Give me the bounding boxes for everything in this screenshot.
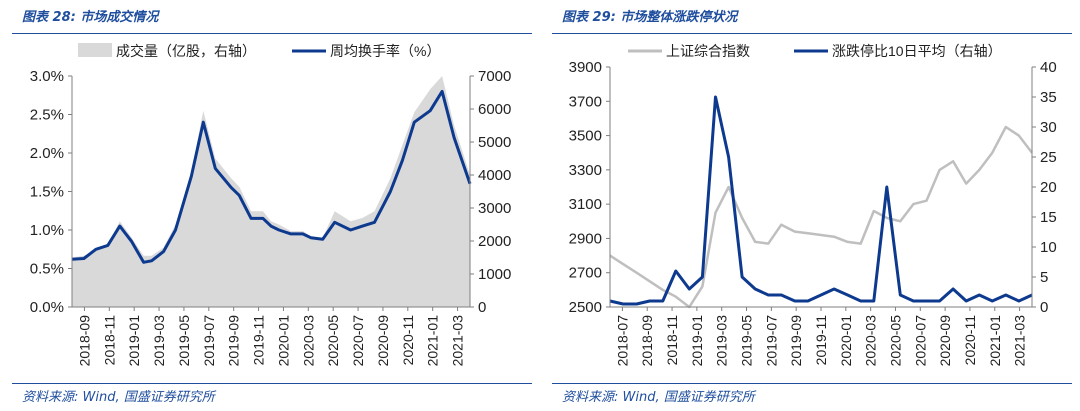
y-right-tick-label: 30 — [1040, 119, 1057, 136]
x-tick-label: 2020-11 — [400, 315, 416, 366]
x-tick-label: 2018-09 — [76, 315, 92, 367]
y-right-tick-label: 5000 — [478, 134, 511, 151]
y-left-tick-label: 3700 — [569, 93, 602, 110]
x-tick-label: 2019-01 — [689, 315, 705, 367]
source-note: 资料来源: Wind, 国盛证券研究所 — [22, 390, 215, 405]
title-rule — [12, 33, 532, 34]
figure-left: 图表 28: 市场成交情况 0.0% 0.5% 1.0% 1.5% 2.0% 2.5% 3.… — [12, 10, 532, 405]
x-tick-label: 2018-07 — [614, 315, 630, 367]
x-tick-label: 2018-09 — [639, 315, 655, 367]
y-left-tick-label: 2500 — [569, 299, 602, 316]
y-right-tick-label: 10 — [1040, 239, 1057, 256]
source-rule — [12, 383, 532, 384]
x-tick-label: 2020-07 — [912, 315, 928, 367]
x-tick-label: 2019-09 — [788, 315, 804, 367]
y-right-tick-label: 40 — [1040, 59, 1057, 76]
figure-title: 图表 29: 市场整体涨跌停状况 — [562, 10, 738, 25]
source-rule — [552, 383, 1072, 384]
turnover-chart: 0.0% 0.5% 1.0% 1.5% 2.0% 2.5% 3.0% 0 1000 2000 300… — [30, 43, 511, 367]
y-right-tick-label: 0 — [478, 299, 486, 316]
x-tick-label: 2019-09 — [226, 315, 242, 367]
y-left-tick-label: 2.0% — [30, 145, 64, 162]
y-left-tick-label: 1.5% — [30, 184, 64, 201]
x-tick-label: 2019-05 — [739, 315, 755, 367]
y-left-tick-label: 1.0% — [30, 222, 64, 239]
y-right-tick-label: 20 — [1040, 179, 1057, 196]
x-tick-label: 2020-03 — [300, 315, 316, 367]
legend-swatch — [78, 43, 112, 57]
y-left-tick-label: 2900 — [569, 230, 602, 247]
series-area — [72, 76, 470, 307]
x-tick-label: 2021-03 — [1012, 315, 1028, 367]
x-tick-label: 2019-11 — [813, 315, 829, 366]
x-tick-label: 2020-09 — [937, 315, 953, 367]
y-left-tick-label: 3500 — [569, 128, 602, 145]
series-line — [609, 95, 1033, 306]
x-tick-label: 2020-03 — [863, 315, 879, 367]
series-line — [71, 89, 472, 264]
legend-label: 周均换手率（%） — [330, 43, 440, 59]
title-rule — [552, 33, 1072, 34]
y-right-tick-label: 6000 — [478, 101, 511, 118]
legend-label: 涨跌停比10日平均（右轴） — [832, 43, 1002, 59]
y-left-tick-label: 3300 — [569, 162, 602, 179]
x-tick-label: 2020-11 — [962, 315, 978, 366]
legend-label: 成交量（亿股，右轴） — [116, 43, 256, 59]
limit-up-down-chart: 2500 2700 2900 3100 3300 3500 3700 3900 0 5 10 15 20… — [569, 43, 1057, 367]
source-note: 资料来源: Wind, 国盛证券研究所 — [562, 390, 755, 405]
x-tick-label: 2018-11 — [101, 315, 117, 366]
y-right-tick-label: 35 — [1040, 89, 1057, 106]
x-tick-label: 2019-07 — [763, 315, 779, 367]
x-tick-label: 2020-05 — [887, 315, 903, 367]
x-tick-label: 2018-11 — [664, 315, 680, 366]
y-left-tick-label: 3.0% — [30, 68, 64, 85]
x-tick-label: 2020-01 — [838, 315, 854, 367]
x-tick-label: 2020-05 — [325, 315, 341, 367]
y-right-tick-label: 2000 — [478, 233, 511, 250]
legend-label: 上证综合指数 — [666, 43, 750, 59]
y-left-tick-label: 3900 — [569, 59, 602, 76]
x-tick-label: 2019-03 — [714, 315, 730, 367]
y-left-tick-label: 3100 — [569, 196, 602, 213]
x-tick-label: 2019-03 — [151, 315, 167, 367]
x-tick-label: 2020-01 — [275, 315, 291, 367]
y-right-tick-label: 1000 — [478, 266, 511, 283]
series-line — [609, 125, 1033, 309]
y-right-tick-label: 3000 — [478, 200, 511, 217]
y-left-tick-label: 0.0% — [30, 299, 64, 316]
y-left-tick-label: 0.5% — [30, 261, 64, 278]
y-right-tick-label: 7000 — [478, 68, 511, 85]
figure-title: 图表 28: 市场成交情况 — [22, 10, 159, 25]
x-tick-label: 2019-05 — [176, 315, 192, 367]
x-tick-label: 2021-01 — [987, 315, 1003, 367]
x-tick-label: 2019-07 — [201, 315, 217, 367]
x-tick-label: 2019-11 — [251, 315, 267, 366]
y-right-tick-label: 4000 — [478, 167, 511, 184]
figure-right: 图表 29: 市场整体涨跌停状况 2500 2700 2900 3100 3300 350… — [540, 0, 1080, 411]
y-right-tick-label: 15 — [1040, 209, 1057, 226]
x-tick-label: 2019-01 — [126, 315, 142, 367]
x-tick-label: 2020-09 — [375, 315, 391, 367]
x-tick-label: 2020-07 — [350, 315, 366, 367]
y-left-tick-label: 2700 — [569, 265, 602, 282]
x-tick-label: 2021-01 — [425, 315, 441, 367]
y-right-tick-label: 0 — [1040, 299, 1048, 316]
y-right-tick-label: 5 — [1040, 269, 1048, 286]
y-left-tick-label: 2.5% — [30, 107, 64, 124]
x-tick-label: 2021-03 — [450, 315, 466, 367]
y-right-tick-label: 25 — [1040, 149, 1057, 166]
